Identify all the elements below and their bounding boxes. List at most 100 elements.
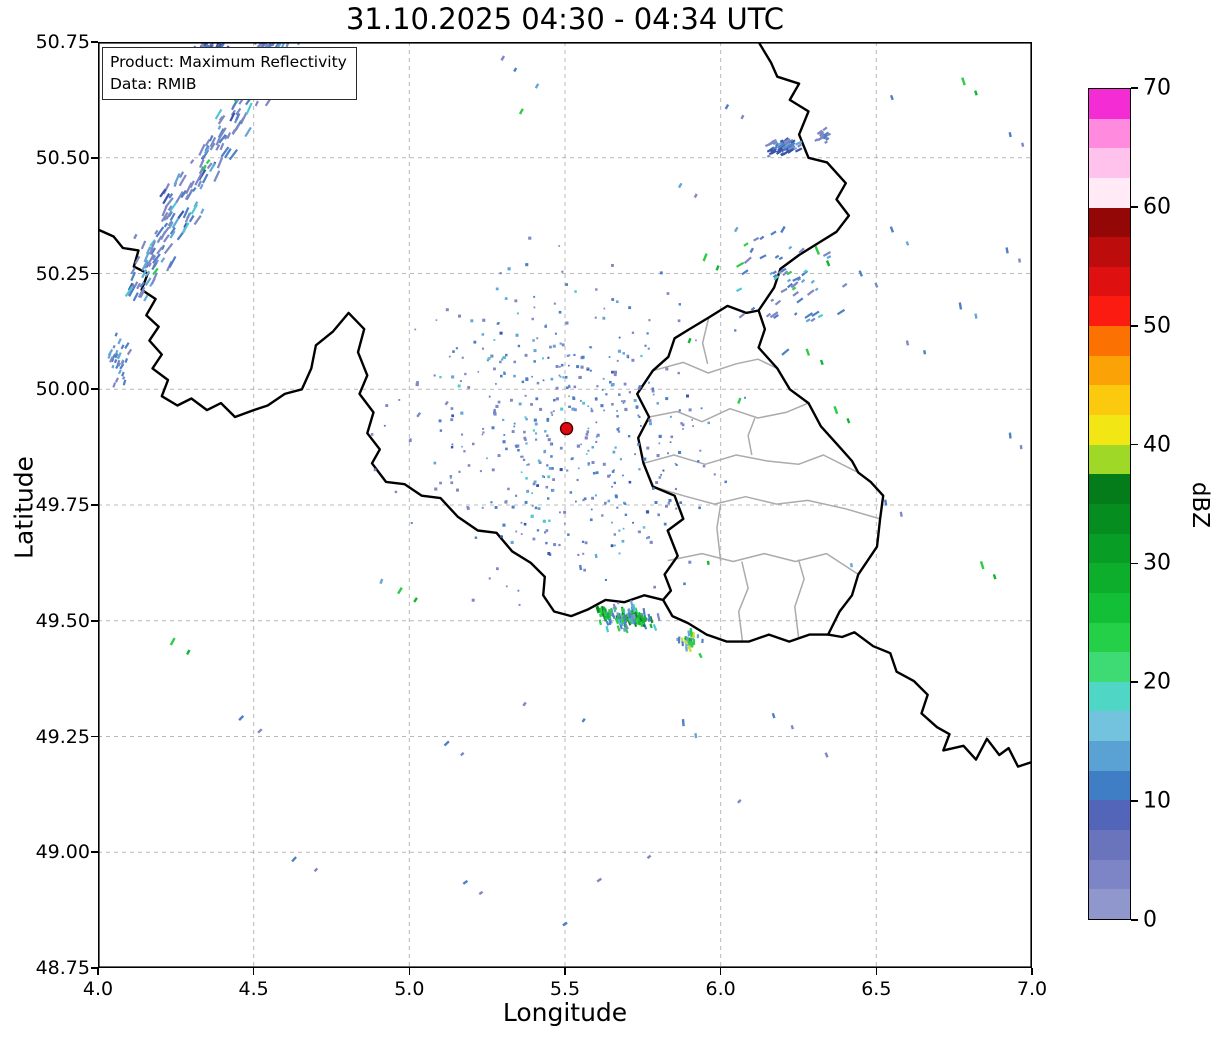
clutter-dot <box>582 498 585 502</box>
radar-echo <box>609 609 613 614</box>
clutter-dot <box>500 535 503 538</box>
radar-echo <box>889 94 894 101</box>
clutter-dot <box>550 455 553 458</box>
clutter-dot <box>433 374 436 377</box>
radar-echo <box>169 230 176 239</box>
radar-echo <box>774 254 780 259</box>
clutter-dot <box>521 455 524 458</box>
radar-echo <box>202 164 207 172</box>
clutter-dot <box>611 470 615 473</box>
clutter-dot <box>547 552 551 555</box>
radar-echo <box>122 379 127 386</box>
colorbar-segment <box>1089 474 1130 504</box>
radar-echo <box>189 159 195 165</box>
radar-echo <box>706 560 710 566</box>
clutter-dot <box>517 449 520 452</box>
radar-echo <box>500 55 506 61</box>
clutter-dot <box>655 481 659 484</box>
radar-echo <box>130 271 137 282</box>
clutter-dot <box>653 585 656 589</box>
clutter-dot <box>434 487 438 491</box>
province-border <box>701 317 710 364</box>
clutter-dot <box>481 506 484 509</box>
colorbar-label: dBZ <box>1187 481 1213 529</box>
clutter-dot <box>640 425 642 427</box>
radar-echo <box>114 353 119 359</box>
clutter-dot <box>549 443 553 446</box>
clutter-dot <box>559 375 562 378</box>
clutter-dot <box>456 488 459 492</box>
radar-echo <box>218 127 227 140</box>
clutter-dot <box>414 328 417 331</box>
clutter-dot <box>688 408 692 412</box>
radar-echo <box>214 108 223 120</box>
clutter-dot <box>654 501 658 504</box>
radar-echo <box>772 273 778 279</box>
colorbar-tick-mark <box>1131 206 1138 208</box>
radar-echo <box>192 187 197 192</box>
clutter-dot <box>575 500 577 503</box>
radar-echo <box>444 400 449 406</box>
radar-echo <box>169 212 176 221</box>
clutter-dot <box>616 506 619 509</box>
clutter-dot <box>502 523 506 527</box>
radar-echo <box>594 553 598 559</box>
radar-echo <box>124 358 129 363</box>
clutter-dot <box>707 421 710 425</box>
clutter-dot <box>683 582 686 586</box>
clutter-dot <box>523 436 527 440</box>
clutter-dot <box>504 297 508 300</box>
colorbar-segment <box>1089 266 1130 297</box>
radar-echo <box>160 257 166 263</box>
clutter-dot <box>601 514 604 517</box>
country-border <box>98 228 665 618</box>
radar-echo <box>632 613 636 620</box>
radar-echo <box>113 358 118 364</box>
colorbar-tick-mark <box>1131 562 1138 565</box>
clutter-dot <box>524 353 528 357</box>
radar-echo <box>816 129 823 135</box>
radar-echo <box>778 256 784 261</box>
clutter-dot <box>463 450 466 453</box>
radar-echo <box>736 261 745 268</box>
radar-echo <box>159 188 167 198</box>
clutter-dot <box>613 373 617 377</box>
radar-echo <box>130 267 136 275</box>
radar-echo <box>169 637 176 646</box>
clutter-dot <box>451 414 454 418</box>
clutter-dot <box>633 399 637 402</box>
clutter-dot <box>544 430 547 433</box>
radar-echo <box>226 132 232 139</box>
clutter-dot <box>594 494 597 497</box>
radar-echo <box>124 285 134 298</box>
country-border <box>661 598 1032 768</box>
clutter-dot <box>724 480 727 484</box>
radar-echo <box>825 260 831 267</box>
clutter-dot <box>587 427 590 430</box>
clutter-dot <box>564 375 568 379</box>
radar-echo <box>684 639 688 645</box>
radar-echo <box>198 143 206 156</box>
clutter-dot <box>550 377 554 381</box>
colorbar-tick-label: 10 <box>1143 788 1171 814</box>
clutter-dot <box>408 439 412 443</box>
x-axis-label: Longitude <box>502 998 628 1027</box>
clutter-dot <box>681 423 685 427</box>
clutter-dot <box>545 324 547 327</box>
clutter-dot <box>517 589 520 592</box>
radar-echo <box>635 620 639 624</box>
radar-echo <box>819 132 825 137</box>
clutter-dot <box>615 495 618 499</box>
radar-echo <box>643 615 647 620</box>
radar-echo <box>118 369 122 375</box>
clutter-dot <box>566 354 569 357</box>
clutter-dot <box>584 541 588 545</box>
x-tick-label: 4.5 <box>238 978 269 1000</box>
clutter-dot <box>618 552 621 555</box>
clutter-dot <box>611 264 614 267</box>
radar-echo <box>208 134 214 142</box>
clutter-dot <box>665 367 669 371</box>
radar-echo <box>122 376 126 380</box>
radar-echo <box>974 313 978 319</box>
clutter-dot <box>533 306 536 309</box>
